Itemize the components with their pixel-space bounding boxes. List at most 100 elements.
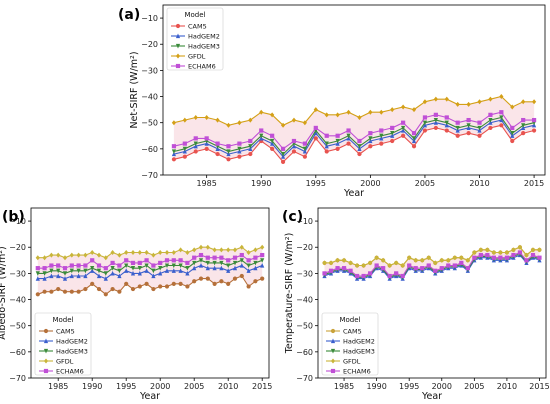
data-point bbox=[521, 123, 526, 128]
data-point bbox=[302, 146, 307, 152]
y-tick-label: −20 bbox=[9, 243, 26, 252]
legend-marker bbox=[175, 33, 181, 39]
data-point bbox=[232, 265, 238, 271]
data-point bbox=[422, 115, 428, 120]
y-axis-label: Net-SIRF (W/m²) bbox=[129, 51, 140, 128]
data-point bbox=[137, 249, 142, 255]
data-point bbox=[422, 120, 428, 126]
data-point bbox=[35, 292, 40, 297]
data-point bbox=[348, 268, 353, 273]
legend-label: HadGEM3 bbox=[56, 348, 88, 356]
data-point bbox=[178, 281, 183, 286]
data-point bbox=[42, 289, 47, 294]
data-point bbox=[239, 263, 244, 268]
data-point bbox=[511, 252, 516, 258]
data-point bbox=[69, 268, 74, 274]
y-tick-label: −50 bbox=[296, 322, 313, 331]
series-line bbox=[324, 251, 540, 277]
data-point bbox=[144, 268, 149, 273]
data-point bbox=[178, 258, 183, 263]
data-point bbox=[178, 247, 183, 253]
data-point bbox=[291, 138, 297, 144]
data-point bbox=[246, 249, 251, 255]
data-point bbox=[433, 125, 438, 131]
data-point bbox=[324, 141, 329, 147]
data-point bbox=[193, 149, 198, 154]
data-point bbox=[151, 268, 156, 274]
data-point bbox=[110, 286, 115, 292]
data-point bbox=[400, 263, 405, 269]
data-point bbox=[348, 260, 353, 266]
data-point bbox=[83, 273, 88, 279]
data-point bbox=[426, 263, 431, 268]
data-point bbox=[151, 286, 156, 292]
data-point bbox=[103, 255, 108, 261]
data-point bbox=[185, 260, 190, 266]
data-point bbox=[246, 258, 251, 263]
data-point bbox=[248, 151, 253, 157]
data-point bbox=[499, 110, 504, 115]
y-tick-label: −60 bbox=[141, 145, 158, 154]
data-point bbox=[379, 109, 384, 115]
data-point bbox=[368, 271, 373, 276]
data-point bbox=[368, 136, 373, 141]
data-point bbox=[465, 266, 470, 271]
data-point bbox=[498, 255, 503, 260]
panel-3: −70 −60 −50 −40 −30 −20 −10 1985 1990 1995 2000 200… bbox=[282, 207, 550, 402]
data-point bbox=[103, 266, 108, 271]
legend-label: CAM5 bbox=[343, 328, 362, 336]
data-point bbox=[171, 157, 177, 162]
data-point bbox=[253, 260, 258, 266]
legend: Model CAM5 HadGEM2 HadGEM3 GFDL ECHAM6 bbox=[34, 312, 92, 376]
data-point bbox=[452, 255, 457, 261]
data-point bbox=[368, 131, 373, 136]
data-point bbox=[178, 268, 183, 273]
x-tick-label: 1985 bbox=[334, 382, 354, 391]
data-point bbox=[185, 284, 190, 289]
data-point bbox=[374, 255, 379, 261]
data-point bbox=[192, 255, 197, 260]
data-point bbox=[232, 276, 238, 281]
data-point bbox=[357, 114, 362, 120]
data-point bbox=[433, 96, 438, 102]
data-point bbox=[171, 120, 177, 126]
data-point bbox=[226, 144, 231, 149]
legend-marker bbox=[330, 328, 336, 334]
data-point bbox=[130, 249, 136, 255]
data-point bbox=[379, 133, 384, 139]
panel-label: (b) bbox=[2, 209, 25, 225]
data-point bbox=[198, 276, 204, 281]
x-tick-label: 1995 bbox=[399, 382, 419, 391]
legend-marker bbox=[330, 358, 336, 364]
data-point bbox=[472, 255, 477, 260]
y-tick-label: −60 bbox=[296, 348, 313, 357]
data-point bbox=[504, 255, 510, 260]
series-echam6 bbox=[171, 110, 537, 151]
data-point bbox=[433, 112, 438, 117]
data-point bbox=[158, 266, 163, 271]
data-point bbox=[521, 99, 526, 105]
legend-marker bbox=[43, 358, 49, 364]
series-gfdl bbox=[35, 244, 265, 261]
data-point bbox=[130, 286, 136, 292]
data-point bbox=[90, 258, 95, 263]
data-point bbox=[83, 268, 88, 274]
data-point bbox=[485, 252, 490, 258]
series-line bbox=[173, 116, 535, 155]
y-tick-label: −30 bbox=[9, 269, 26, 278]
data-point bbox=[69, 273, 74, 279]
data-point bbox=[83, 286, 88, 292]
data-point bbox=[270, 146, 275, 151]
data-point bbox=[215, 151, 220, 157]
data-point bbox=[302, 141, 307, 146]
y-tick-label: −10 bbox=[141, 14, 158, 23]
data-point bbox=[219, 279, 224, 284]
legend-marker bbox=[330, 348, 336, 354]
legend-marker bbox=[175, 63, 181, 69]
x-tick-label: 2015 bbox=[252, 382, 272, 391]
panel-1: −70 −60 −50 −40 −30 −20 −10 1985 1990 1995 2000 200… bbox=[118, 4, 546, 199]
data-point bbox=[477, 125, 482, 131]
data-point bbox=[137, 260, 142, 266]
data-point bbox=[498, 249, 503, 255]
data-point bbox=[459, 260, 464, 266]
